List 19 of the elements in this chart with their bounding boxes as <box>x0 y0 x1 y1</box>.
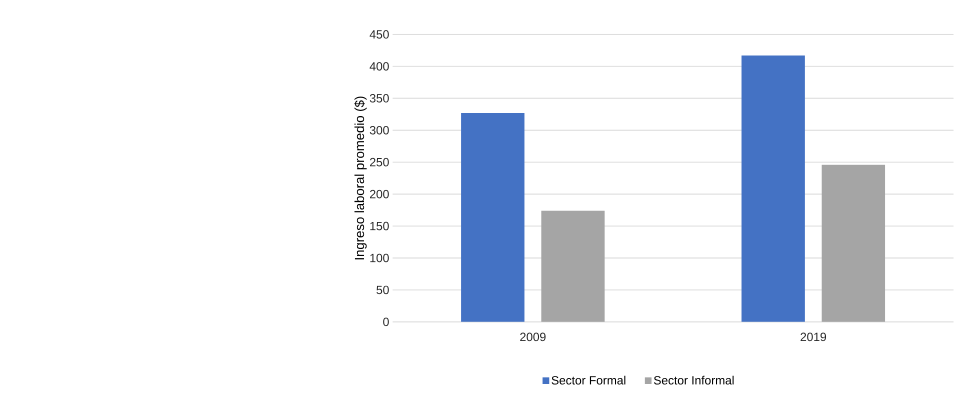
bar <box>822 164 886 322</box>
legend-label: Sector Formal <box>552 376 626 385</box>
x-tick-label: 2009 <box>520 332 546 342</box>
y-tick-label: 50 <box>376 286 389 294</box>
bar <box>742 56 805 322</box>
y-tick-label: 150 <box>370 222 389 231</box>
y-tick-label: 300 <box>370 126 389 135</box>
x-tick-label: 2019 <box>800 332 826 342</box>
y-tick-label: 0 <box>383 318 389 326</box>
legend-label: Sector Informal <box>654 376 734 385</box>
bar <box>461 113 524 322</box>
y-tick-label: 400 <box>370 62 389 71</box>
y-tick-label: 200 <box>370 190 389 199</box>
y-axis-title: Ingreso laboral promedio ($) <box>354 96 367 260</box>
y-tick-label: 100 <box>370 254 389 262</box>
y-tick-label: 450 <box>370 30 389 39</box>
y-tick-label: 250 <box>370 158 389 167</box>
y-tick-label: 350 <box>370 94 389 103</box>
bar <box>541 210 605 322</box>
